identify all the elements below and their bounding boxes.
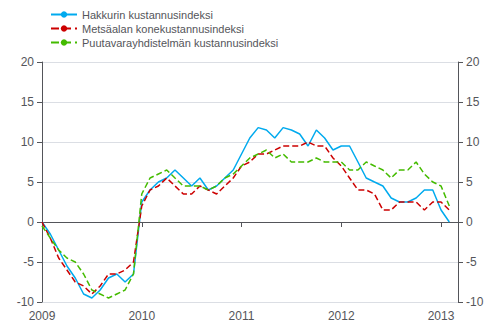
svg-text:2012: 2012 [328, 309, 355, 323]
svg-text:20: 20 [466, 55, 480, 69]
svg-text:10: 10 [21, 135, 35, 149]
svg-text:5: 5 [466, 175, 473, 189]
svg-text:-10: -10 [466, 295, 484, 309]
svg-text:Metsäalan konekustannusindeksi: Metsäalan konekustannusindeksi [82, 23, 244, 35]
svg-text:-10: -10 [17, 295, 35, 309]
svg-text:10: 10 [466, 135, 480, 149]
svg-text:20: 20 [21, 55, 35, 69]
svg-text:-5: -5 [23, 255, 34, 269]
svg-text:Hakkurin kustannusindeksi: Hakkurin kustannusindeksi [82, 9, 213, 21]
svg-text:2013: 2013 [428, 309, 455, 323]
svg-text:15: 15 [21, 95, 35, 109]
svg-text:-5: -5 [466, 255, 477, 269]
svg-text:5: 5 [27, 175, 34, 189]
svg-text:2010: 2010 [128, 309, 155, 323]
svg-text:0: 0 [466, 215, 473, 229]
svg-text:15: 15 [466, 95, 480, 109]
svg-text:0: 0 [27, 215, 34, 229]
svg-text:2011: 2011 [229, 309, 255, 323]
svg-text:Puutavarayhdistelmän kustannus: Puutavarayhdistelmän kustannusindeksi [82, 37, 278, 49]
svg-text:2009: 2009 [29, 309, 56, 323]
